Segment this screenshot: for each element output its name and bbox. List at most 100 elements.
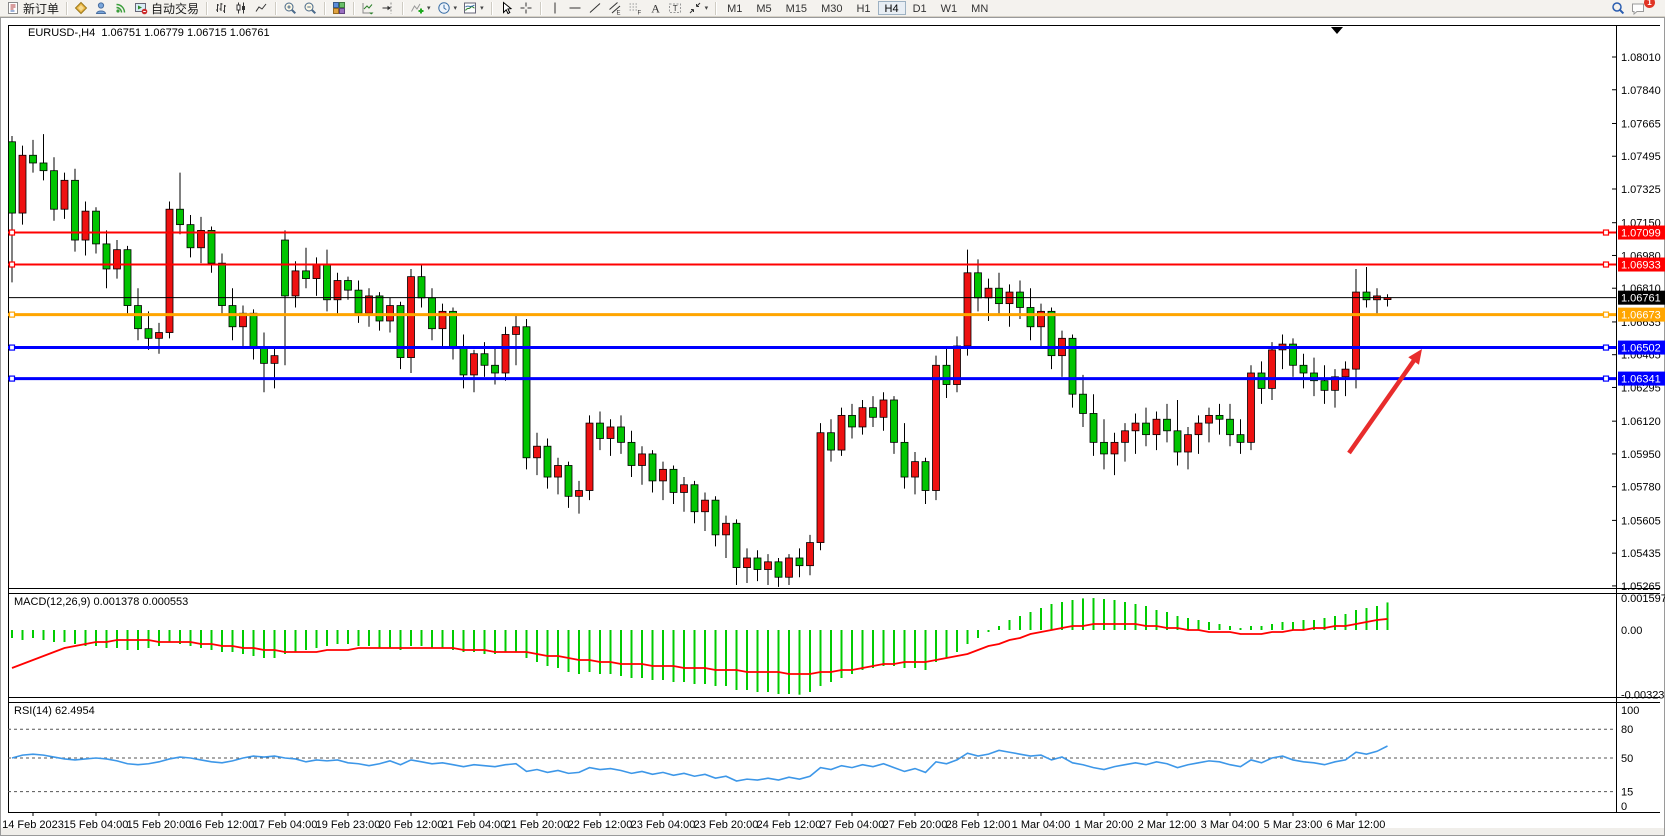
- time-tick-label: 15 Feb 04:00: [64, 819, 129, 831]
- community-button[interactable]: [91, 1, 111, 16]
- zoom-in-button[interactable]: [280, 1, 300, 16]
- candle-body: [470, 353, 478, 376]
- candlestick-chart-button[interactable]: [231, 1, 251, 16]
- candle-body: [354, 289, 363, 314]
- rsi-axis-label: 80: [1621, 724, 1633, 736]
- deposit-icon: [74, 1, 88, 15]
- templates-button[interactable]: ▾: [460, 1, 487, 16]
- timeframe-button-m15[interactable]: M15: [785, 3, 808, 15]
- line-chart-button[interactable]: [251, 1, 271, 16]
- candle-body: [1362, 291, 1371, 301]
- price-badge: [1618, 371, 1665, 386]
- candle-body: [29, 154, 37, 164]
- candle-body: [1047, 310, 1056, 357]
- candle-body: [638, 453, 646, 466]
- line-handle[interactable]: [8, 261, 16, 268]
- trend-arrow-shaft[interactable]: [1347, 354, 1420, 455]
- autotrading-button[interactable]: 自动交易: [131, 1, 202, 16]
- text-label-icon: T: [668, 3, 681, 13]
- candle-body: [974, 272, 982, 299]
- periods-button[interactable]: ▾: [434, 1, 461, 16]
- candle-body: [806, 542, 814, 567]
- timeframe-button-d1[interactable]: D1: [912, 3, 927, 15]
- channel-icon: E: [608, 2, 620, 15]
- autotrading-button-label: 自动交易: [151, 1, 200, 16]
- crosshair-button[interactable]: [516, 1, 536, 16]
- time-tick-label: 14 Feb 2023: [2, 819, 64, 831]
- toolbar-separator: [715, 1, 717, 15]
- search-button[interactable]: [1608, 1, 1628, 16]
- chat-button[interactable]: [1628, 1, 1648, 16]
- line-handle[interactable]: [8, 311, 16, 318]
- line-handle[interactable]: [1602, 229, 1610, 236]
- candle-body: [155, 332, 163, 339]
- chart-shift-marker[interactable]: [1331, 27, 1343, 34]
- price-badge: [1618, 340, 1665, 355]
- signals-button[interactable]: [111, 1, 131, 16]
- zoom-out-button[interactable]: [300, 1, 320, 16]
- line-handle[interactable]: [1602, 344, 1610, 351]
- candle-body: [102, 243, 111, 270]
- candle-body: [197, 230, 205, 249]
- svg-text:A: A: [651, 2, 660, 16]
- line-chart-icon: [255, 3, 267, 12]
- timeframe-button-m5[interactable]: M5: [756, 3, 772, 15]
- candle-body: [512, 326, 520, 335]
- price-tick-label: 1.07840: [1621, 85, 1661, 97]
- chat-button-wrap[interactable]: 1: [1628, 0, 1655, 16]
- timeframe-button-h1[interactable]: H1: [856, 3, 871, 15]
- rsi-line: [11, 745, 1388, 782]
- arrows-button[interactable]: ▾: [685, 1, 712, 16]
- text-label-button[interactable]: T: [665, 1, 685, 16]
- candle-body: [1205, 414, 1213, 424]
- candle-body: [1026, 307, 1035, 328]
- macd-axis-label: 0.00: [1621, 625, 1642, 637]
- candle-body: [995, 287, 1003, 305]
- candle-body: [659, 468, 667, 482]
- macd-axis-label: -0.003235: [1621, 690, 1665, 702]
- trend-arrow-head[interactable]: [1408, 349, 1422, 365]
- candle-body: [291, 270, 300, 297]
- time-tick-label: 1 Mar 04:00: [1012, 819, 1071, 831]
- timeframe-button-m30[interactable]: M30: [821, 3, 843, 15]
- candle-body: [491, 364, 499, 374]
- line-handle[interactable]: [8, 229, 16, 236]
- cursor-button[interactable]: [496, 1, 516, 16]
- dropdown-caret-icon: ▾: [480, 4, 484, 12]
- timeframe-button-h4[interactable]: H4: [877, 1, 906, 15]
- line-handle[interactable]: [8, 344, 16, 351]
- timeframe-button-mn[interactable]: MN: [971, 3, 989, 15]
- indicators-button[interactable]: ▾: [407, 1, 434, 16]
- candle-body: [438, 310, 447, 330]
- bar-chart-button[interactable]: [211, 1, 231, 16]
- candle-body: [764, 561, 772, 570]
- candle-body: [596, 422, 604, 439]
- text-button[interactable]: A: [645, 1, 665, 16]
- line-handle[interactable]: [1602, 261, 1610, 268]
- equidistant-channel-button[interactable]: E: [605, 1, 625, 16]
- svg-text:T: T: [672, 4, 677, 13]
- auto-scroll-icon: [362, 3, 374, 15]
- tile-windows-button[interactable]: [329, 1, 349, 16]
- line-handle[interactable]: [1602, 375, 1610, 382]
- horizontal-line-button[interactable]: [565, 1, 585, 16]
- dropdown-caret-icon: ▾: [427, 4, 431, 12]
- price-tick-label: 1.05265: [1621, 581, 1661, 593]
- trendline-button[interactable]: [585, 1, 605, 16]
- toolbar-separator: [490, 1, 492, 15]
- deposit-button[interactable]: [71, 1, 91, 16]
- timeframe-button-w1[interactable]: W1: [940, 3, 958, 15]
- price-tick-label: 1.07325: [1621, 184, 1661, 196]
- vertical-line-button[interactable]: [545, 1, 565, 16]
- new-order-icon: [8, 2, 18, 14]
- auto-scroll-button[interactable]: [358, 1, 378, 16]
- zoom-out-icon: [304, 2, 317, 15]
- chart-shift-button[interactable]: [378, 1, 398, 16]
- line-handle[interactable]: [8, 375, 16, 382]
- candle-body: [333, 280, 342, 301]
- new-order-button[interactable]: 新订单: [3, 1, 62, 16]
- line-handle[interactable]: [1602, 311, 1610, 318]
- timeframe-button-m1[interactable]: M1: [727, 3, 743, 15]
- fibonacci-button[interactable]: F: [625, 1, 645, 16]
